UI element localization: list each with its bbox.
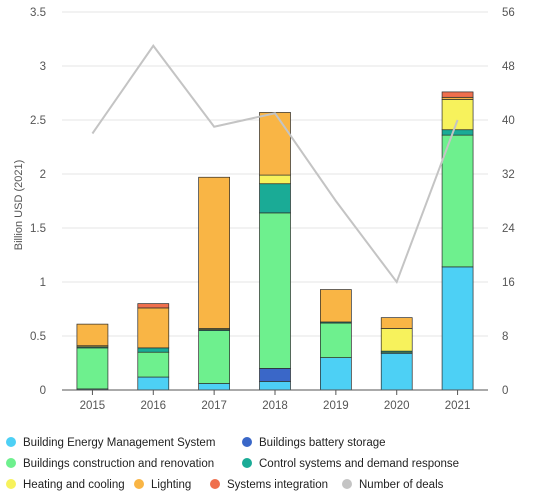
legend-label: Control systems and demand response [259,458,459,470]
bar-segment [380,352,413,391]
bar-segment [441,266,474,391]
axes: 0 0.5 1 1.5 2 2.5 3 3.5 0 8 16 24 32 40 48 56 2015 2016 20… [30,7,515,412]
x-tick-label: 2018 [262,400,288,412]
y-tick-label: 2 [40,169,46,181]
y2-tick-label: 32 [502,169,515,181]
legend-swatch-icon [242,437,252,447]
bar-segment [259,112,291,176]
y2-tick-label: 0 [502,385,508,397]
x-tick-label: 2021 [445,400,471,412]
legend-label: Building Energy Management System [23,437,215,449]
y-tick-label: 2.5 [30,115,46,127]
bar-segment [76,323,109,347]
bar-segment [441,134,474,268]
bar-segment [259,212,291,369]
y-axis-title: Billion USD (2021) [13,160,25,250]
bar-segment [259,183,291,214]
bar-segment [441,129,474,136]
legend-swatch-icon [134,479,144,489]
y-tick-label: 3 [40,61,46,73]
x-tick-label: 2020 [384,400,410,412]
legend-swatch-icon [6,479,16,489]
bar-segment [320,322,352,358]
bar-segment [320,357,352,391]
legend-label: Buildings construction and renovation [23,458,214,470]
y-tick-label: 1 [40,277,46,289]
bar-segment [76,347,109,390]
bar-segment [320,289,352,323]
legend-label: Heating and cooling [23,479,125,491]
bar-segment [137,307,170,349]
bar-segment [198,176,230,329]
y2-tick-label: 48 [502,61,515,73]
bar-segment [198,383,230,391]
bar-segment [441,99,474,131]
bar-segment [198,330,230,384]
x-tick-label: 2017 [201,400,227,412]
y-tick-label: 3.5 [30,7,46,19]
y2-tick-label: 24 [502,223,515,235]
bar-segment [137,351,170,378]
legend-swatch-icon [6,437,16,447]
legend-swatch-icon [342,479,352,489]
x-tick-label: 2016 [140,400,166,412]
x-tick-label: 2015 [80,400,106,412]
bar-segment [380,317,413,329]
legend-label: Lighting [151,479,191,491]
bar-segment [259,174,291,185]
y2-tick-label: 16 [502,277,515,289]
bar-segment [259,368,291,382]
legend: Building Energy Management System Buildin… [6,437,459,491]
bar-segment [441,91,474,98]
bar-segment [137,303,170,309]
bar-segment [137,376,170,391]
legend-label: Systems integration [227,479,328,491]
bar-segment [259,381,291,391]
bars [76,91,474,391]
legend-label: Buildings battery storage [259,437,386,449]
deals-line-layer [91,44,459,285]
legend-label: Number of deals [359,479,444,491]
y2-tick-label: 40 [502,115,515,127]
y-tick-label: 0.5 [30,331,46,343]
bar-segment [380,328,413,352]
legend-swatch-icon [210,479,220,489]
y-tick-label: 1.5 [30,223,46,235]
y2-tick-label: 56 [502,7,515,19]
y2-tick-label: 8 [502,331,508,343]
y-tick-label: 0 [40,385,46,397]
bar-segment [137,347,170,353]
legend-swatch-icon [6,458,16,468]
legend-swatch-icon [242,458,252,468]
x-tick-label: 2019 [323,400,349,412]
